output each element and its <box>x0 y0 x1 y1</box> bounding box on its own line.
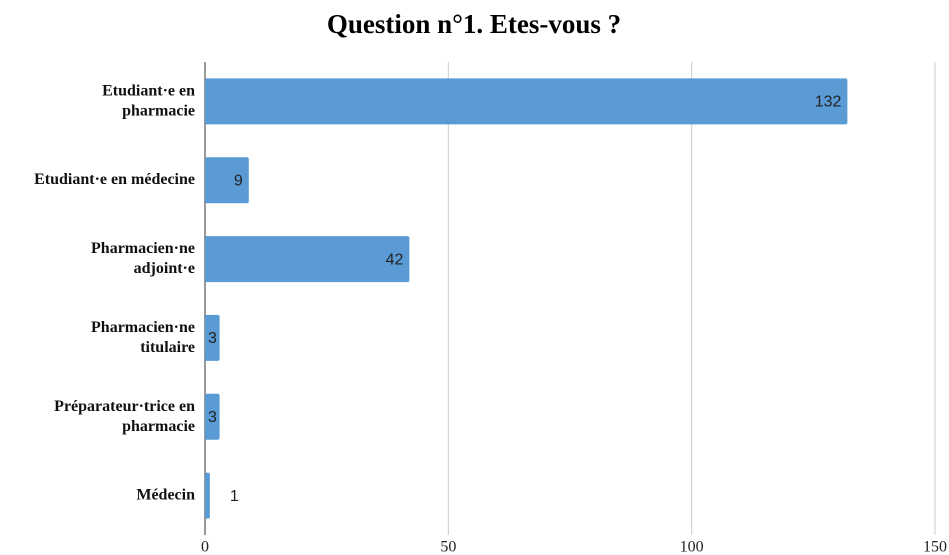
bar <box>205 314 220 361</box>
bar <box>205 78 848 125</box>
y-tick-label: Médecin <box>136 486 195 503</box>
y-tick-label: Etudiant·e en pharmacie <box>102 82 195 119</box>
bar <box>205 393 220 440</box>
value-label: 9 <box>234 172 243 189</box>
value-label: 42 <box>386 251 404 268</box>
value-label: 1 <box>230 488 239 505</box>
value-label: 132 <box>815 94 842 111</box>
x-tick-label: 100 <box>680 539 704 555</box>
bar <box>205 236 410 283</box>
bar <box>205 157 249 204</box>
x-tick-label: 150 <box>923 539 947 555</box>
value-label: 3 <box>208 409 217 426</box>
y-tick-label: Préparateur·trice en pharmacie <box>54 397 195 434</box>
bar <box>205 472 210 519</box>
chart-title: Question n°1. Etes-vous ? <box>327 9 621 39</box>
y-tick-label: Etudiant·e en médecine <box>34 171 195 188</box>
value-label: 3 <box>208 330 217 347</box>
y-tick-label: Pharmacien·ne adjoint·e <box>91 240 195 277</box>
x-tick-label: 0 <box>201 539 209 555</box>
y-tick-label: Pharmacien·ne titulaire <box>91 319 195 356</box>
x-tick-label: 50 <box>440 539 456 555</box>
